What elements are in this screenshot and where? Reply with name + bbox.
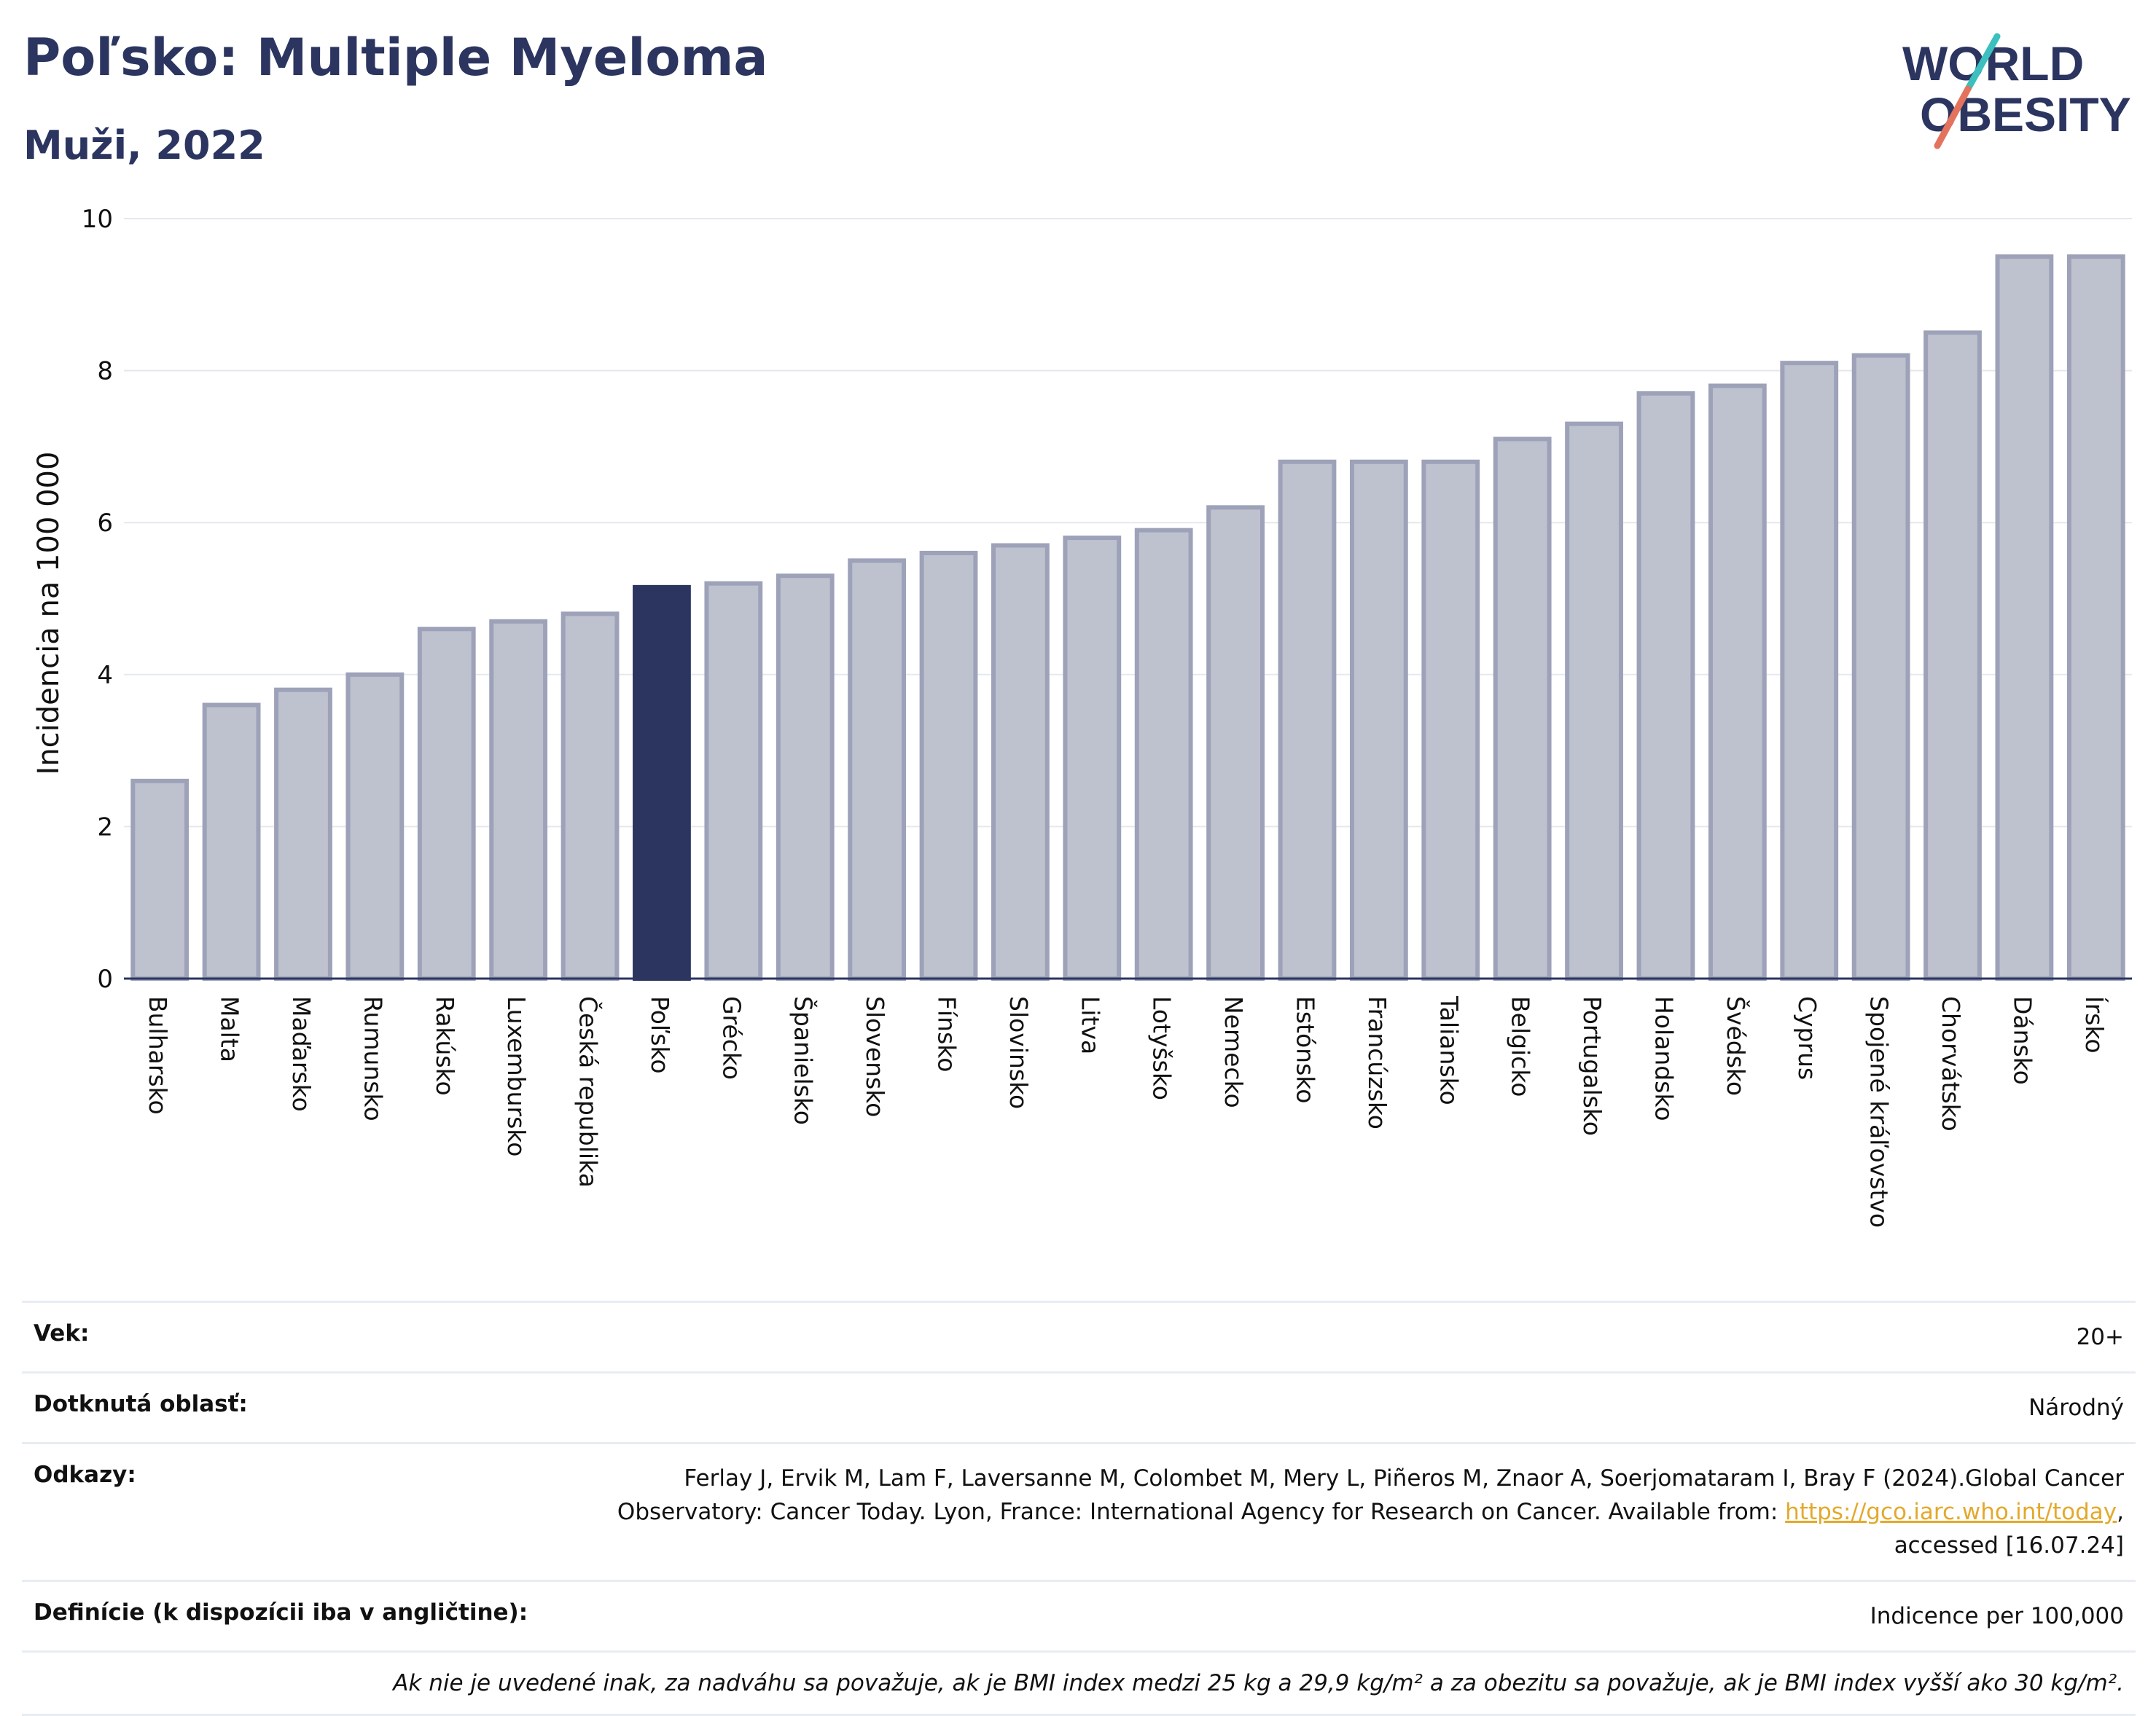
bar-7 [561,611,620,981]
bar-19 [1421,459,1480,981]
info-row-note: Ak nie je uvedené inak, za nadváhu sa po… [22,1650,2136,1716]
x-tick-label: Luxembursko [502,996,531,1156]
bar-27 [1995,254,2054,981]
logo-slash-teal [1964,33,2001,93]
x-tick-label: Slovensko [861,996,889,1117]
x-tick-label: Slovinsko [1004,996,1033,1109]
x-tick-label: Maďarsko [287,996,316,1112]
age-label: Vek: [34,1320,90,1347]
area-label: Dotknutá oblasť: [34,1391,248,1417]
bar-22 [1636,391,1695,981]
x-tick-label: Taliansko [1434,995,1463,1105]
bar-20 [1493,436,1552,982]
bar-13 [991,543,1050,981]
y-tick-label: 8 [97,357,113,386]
bar-15 [1134,528,1193,981]
world-obesity-logo: WORLD OBESITY [1902,33,2131,149]
x-tick-label: Nemecko [1219,996,1248,1108]
bar-25 [1851,353,1910,982]
bar-1 [130,778,190,981]
bars [130,254,2125,982]
references-link[interactable]: https://gco.iarc.who.int/today [1785,1499,2117,1525]
x-tick-label: Grécko [717,996,746,1080]
bar-12 [919,550,978,982]
y-tick-label: 0 [97,965,113,994]
x-tick-label: Chorvátsko [1937,996,1965,1132]
info-table: Vek: 20+ Dotknutá oblasť: Národný Odkazy… [22,1301,2136,1716]
y-axis-ticks: 0 2 4 6 8 10 [82,205,113,994]
references-text: Ferlay J, Ervik M, Lam F, Laversanne M, … [617,1465,2124,1525]
x-tick-label: Spojené kráľovstvo [1865,996,1894,1228]
x-tick-label: Česká republika [574,996,604,1188]
bar-11 [848,558,907,981]
y-tick-label: 2 [97,812,113,842]
x-tick-label: Rakúsko [431,996,459,1096]
x-tick-label: Španielsko [789,996,819,1125]
definitions-label: Definície (k dispozícii iba v angličtine… [34,1599,528,1626]
x-tick-label: Fínsko [933,996,961,1072]
bar-10 [776,573,835,981]
x-tick-label: Lotyšsko [1148,996,1176,1100]
info-row-area: Dotknutá oblasť: Národný [22,1371,2136,1442]
bar-4 [345,672,405,981]
bar-9 [704,581,763,981]
x-tick-label: Portugalsko [1578,996,1606,1136]
x-tick-label: Belgicko [1507,996,1535,1097]
x-tick-label: Švédsko [1722,996,1751,1096]
area-value: Národný [2028,1395,2124,1421]
age-value: 20+ [2076,1324,2124,1350]
definitions-value: Indicence per 100,000 [1870,1603,2124,1629]
page-subtitle: Muži, 2022 [23,122,265,168]
references-label: Odkazy: [34,1462,136,1488]
bar-21 [1565,421,1623,981]
bar-24 [1780,361,1839,982]
references-tail: , accessed [16.07.24] [1894,1499,2124,1559]
bar-26 [1923,330,1982,981]
info-row-definitions: Definície (k dispozícii iba v angličtine… [22,1580,2136,1650]
bar-8 [633,584,691,981]
x-tick-label: Cyprus [1793,996,1821,1080]
info-row-age: Vek: 20+ [22,1301,2136,1371]
x-tick-label: Poľsko [646,996,674,1074]
x-tick-label: Holandsko [1649,996,1678,1121]
y-tick-label: 6 [97,509,113,538]
x-tick-label: Rumunsko [359,996,387,1121]
bar-2 [202,702,261,982]
page-title: Poľsko: Multiple Myeloma [23,28,768,87]
x-tick-label: Dánsko [2008,996,2036,1085]
info-row-references: Odkazy: Ferlay J, Ervik M, Lam F, Lavers… [22,1442,2136,1580]
bar-6 [489,619,548,981]
x-tick-label: Bulharsko [144,996,172,1115]
x-tick-label: Malta [216,996,244,1062]
bar-18 [1349,459,1408,981]
bar-chart: 0 2 4 6 8 10 Bulharsko Malta Maďarsko Rumunsko Ra… [32,205,2132,1228]
x-tick-label: Írsko [2080,996,2109,1054]
bar-14 [1063,536,1122,981]
bar-5 [417,627,476,981]
y-tick-label: 10 [82,205,113,234]
logo-slash-red [1934,85,1972,149]
bar-17 [1278,459,1337,981]
x-tick-label: Litva [1076,996,1104,1054]
x-tick-label: Francúzsko [1363,996,1391,1129]
x-axis-labels: Bulharsko Malta Maďarsko Rumunsko Rakúsko Lux… [144,995,2109,1228]
bar-28 [2066,254,2125,981]
bar-3 [274,687,332,981]
bar-16 [1206,505,1265,981]
bar-23 [1708,383,1767,981]
x-tick-label: Estónsko [1291,996,1319,1103]
y-tick-label: 4 [97,661,113,690]
references-value: Ferlay J, Ervik M, Lam F, Laversanne M, … [557,1462,2124,1562]
y-axis-title: Incidencia na 100 000 [32,452,66,775]
bmi-note: Ak nie je uvedené inak, za nadváhu sa po… [393,1670,2124,1696]
